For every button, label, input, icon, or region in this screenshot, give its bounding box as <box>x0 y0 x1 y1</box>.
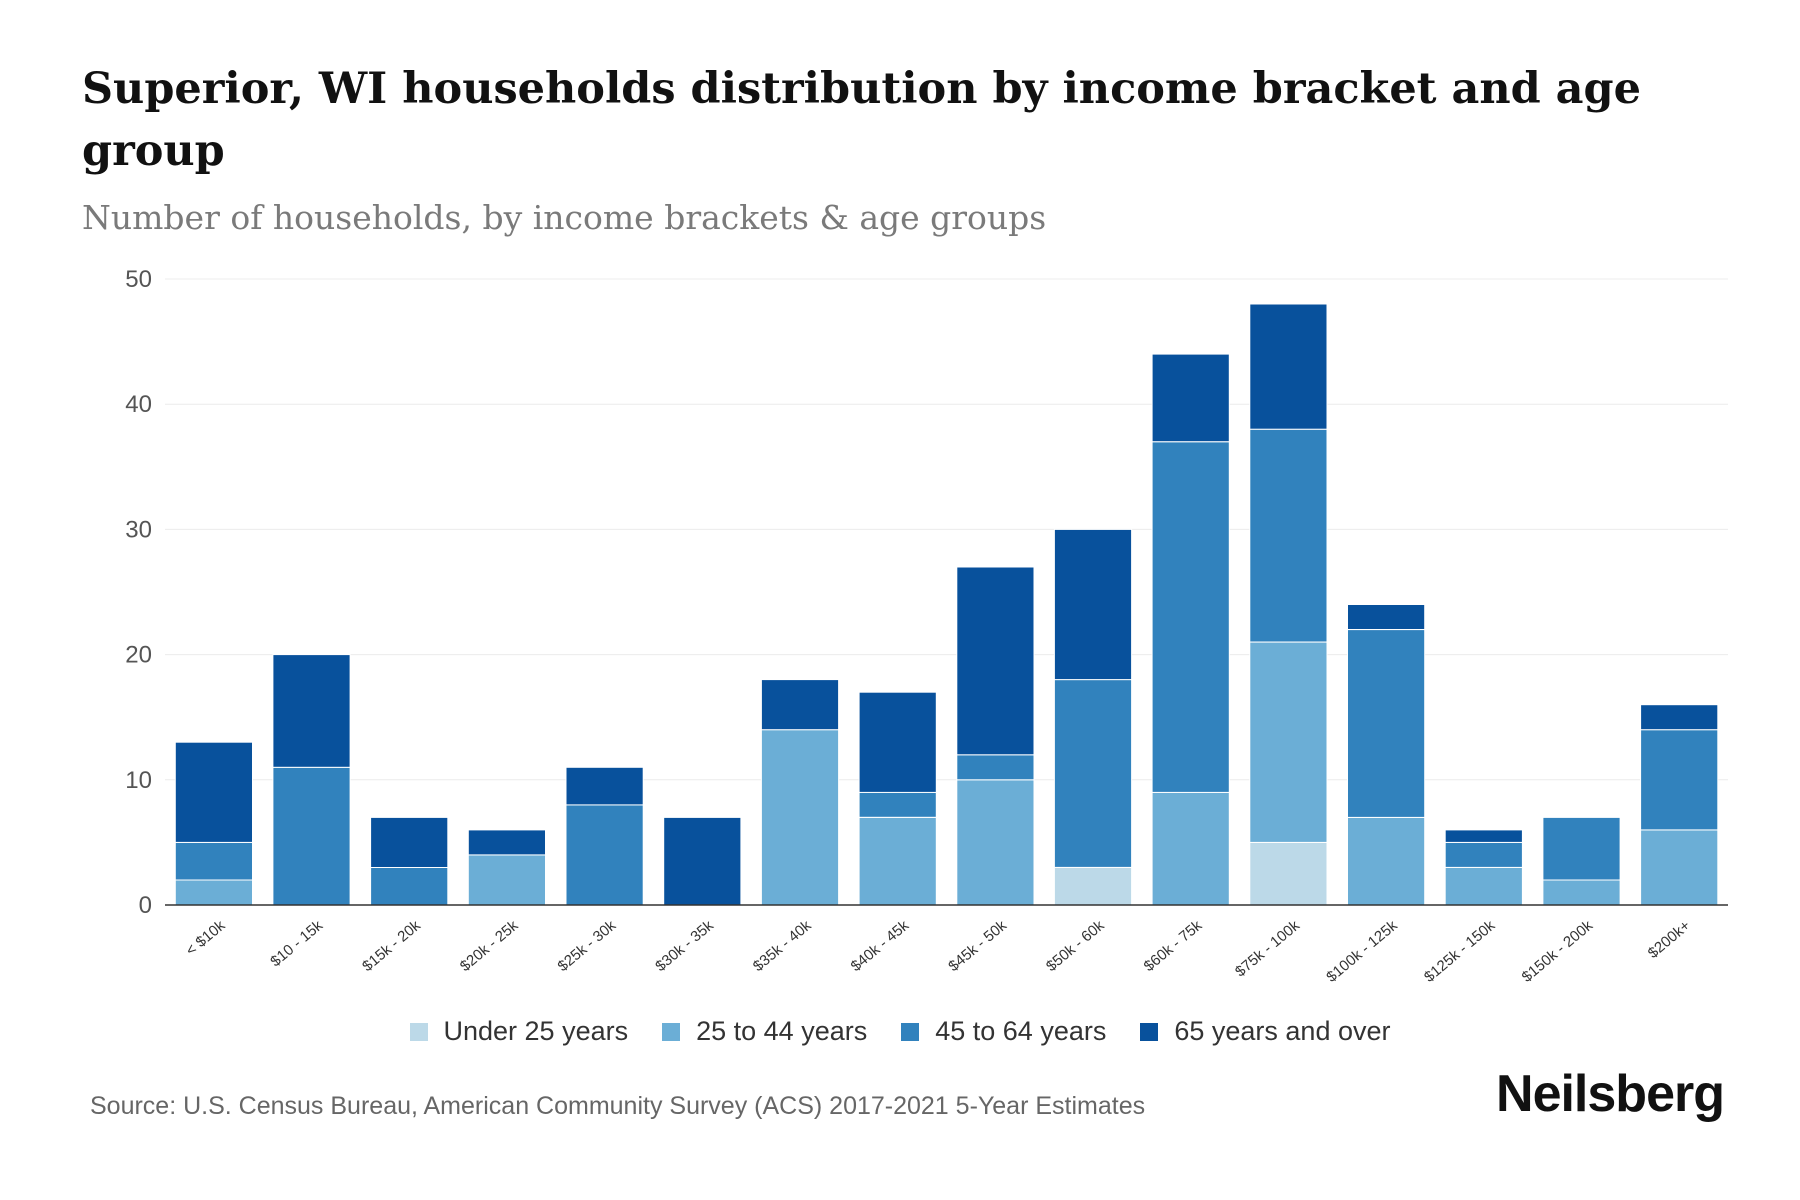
x-tick-label: $40k - 45k <box>848 917 913 975</box>
bar-segment <box>174 741 253 843</box>
y-tick-label: 20 <box>125 642 152 669</box>
legend-label: 25 to 44 years <box>696 1016 868 1046</box>
bar-segment <box>1347 629 1426 818</box>
bar-segment <box>1444 866 1523 906</box>
legend-item: 65 years and over <box>1140 1016 1391 1047</box>
x-tick-label: $200k+ <box>1645 917 1694 962</box>
bar-segment <box>1444 829 1523 843</box>
bar-segment <box>956 754 1035 781</box>
bar-segment <box>370 816 449 869</box>
x-tick-label: $25k - 30k <box>555 917 620 975</box>
bar-segment <box>1542 816 1621 881</box>
legend-swatch <box>1140 1022 1159 1041</box>
bar-segment <box>370 866 449 906</box>
x-tick-label: $10 - 15k <box>267 917 326 971</box>
bar-segment <box>663 816 742 906</box>
x-tick-label: $30k - 35k <box>652 917 717 975</box>
bar-segment <box>174 879 253 906</box>
x-tick-label: $60k - 75k <box>1141 917 1206 975</box>
bar-segment <box>956 779 1035 906</box>
bar-segment <box>1053 528 1133 681</box>
y-tick-label: 40 <box>125 391 152 418</box>
source-note: Source: U.S. Census Bureau, American Com… <box>90 1092 1146 1120</box>
chart-title: Superior, WI households distribution by … <box>82 64 1641 176</box>
bar-segment <box>858 691 937 793</box>
bar-segment <box>1640 704 1719 731</box>
bar-segment <box>467 829 546 856</box>
bar-segment <box>174 841 253 881</box>
bar-segment <box>760 679 840 731</box>
y-tick-label: 0 <box>139 892 152 919</box>
x-tick-label: $15k - 20k <box>359 917 424 975</box>
legend-label: Under 25 years <box>443 1016 629 1046</box>
x-tick-label: < $10k <box>183 917 229 960</box>
bar-segment <box>1249 841 1328 906</box>
legend-item: 45 to 64 years <box>901 1016 1106 1047</box>
bar-segment <box>1151 353 1230 443</box>
bar-segment <box>1249 303 1328 430</box>
y-tick-label: 50 <box>125 266 152 293</box>
bar-segment <box>1053 679 1133 868</box>
legend-item: Under 25 years <box>409 1016 629 1047</box>
bar-segment <box>272 654 351 768</box>
bar-segment <box>1151 791 1230 906</box>
x-tick-label: $50k - 60k <box>1043 917 1108 975</box>
x-tick-label: $125k - 150k <box>1421 917 1499 986</box>
bar-segment <box>956 566 1035 756</box>
y-tick-label: 30 <box>125 516 152 543</box>
bar-segment <box>1249 428 1328 643</box>
bar-segment <box>1053 866 1133 906</box>
bar-segment <box>272 766 351 906</box>
gridlines <box>165 278 1728 781</box>
bar-segment <box>760 729 840 906</box>
legend: Under 25 years 25 to 44 years 45 to 64 yea… <box>0 1016 1800 1047</box>
legend-label: 65 years and over <box>1174 1016 1391 1046</box>
bar-segment <box>565 766 644 806</box>
x-tick-label: $20k - 25k <box>457 917 522 975</box>
x-tick-label: $35k - 40k <box>750 917 815 975</box>
bars <box>174 303 1719 906</box>
bar-segment <box>1249 641 1328 843</box>
bar-segment <box>1347 816 1426 906</box>
legend-swatch <box>662 1022 681 1041</box>
legend-label: 45 to 64 years <box>935 1016 1107 1046</box>
legend-swatch <box>901 1022 920 1041</box>
x-tick-label: $45k - 50k <box>945 917 1010 975</box>
bar-segment <box>467 854 546 906</box>
brand-logo: Neilsberg <box>1496 1065 1725 1123</box>
bar-segment <box>1640 729 1719 831</box>
x-tick-label: $100k - 125k <box>1323 917 1401 986</box>
x-tick-label: $150k - 200k <box>1519 917 1597 986</box>
bar-segment <box>1347 604 1426 630</box>
bar-segment <box>1542 879 1621 906</box>
bar-segment <box>565 804 644 906</box>
bar-segment <box>1444 841 1523 868</box>
bar-segment <box>858 816 937 906</box>
stacked-bar-chart: 0 10 20 30 40 50 < $10k $10 - 15k $15k - 20k $20k… <box>125 266 1728 986</box>
chart-subtitle: Number of households, by income brackets… <box>82 198 1047 237</box>
bar-segment <box>1640 829 1719 906</box>
bar-segment <box>1151 441 1230 793</box>
legend-item: 25 to 44 years <box>662 1016 867 1047</box>
legend-swatch <box>409 1022 428 1041</box>
x-tick-label: $75k - 100k <box>1232 917 1303 981</box>
y-tick-label: 10 <box>125 767 152 794</box>
bar-segment <box>858 791 937 818</box>
